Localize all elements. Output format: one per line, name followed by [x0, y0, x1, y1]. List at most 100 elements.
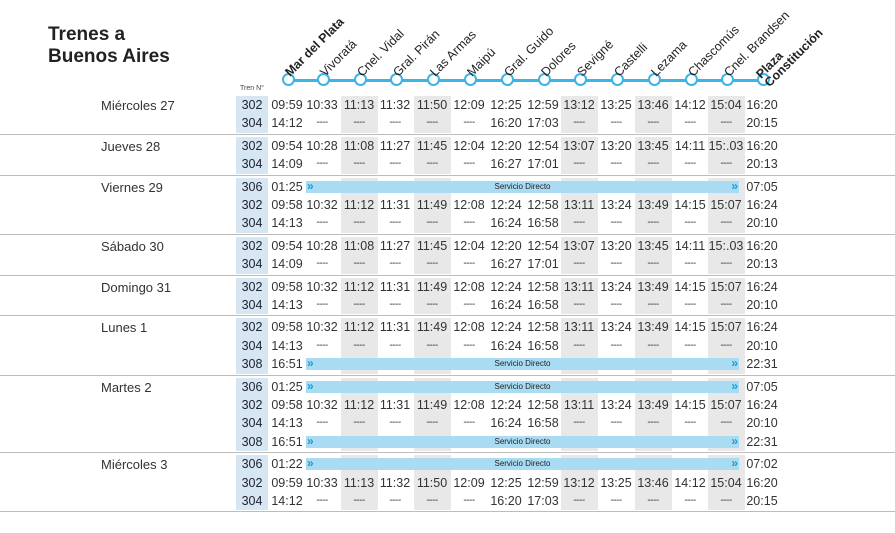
- station-time: ----: [684, 339, 696, 351]
- station-time: ----: [610, 117, 622, 129]
- arrival-time: 07:05: [746, 379, 778, 394]
- station-time: ----: [389, 417, 401, 429]
- departure-time: 01:25: [271, 379, 303, 394]
- station-time: 11:45: [413, 236, 451, 256]
- station-time: 12:59: [527, 98, 559, 112]
- timetable: Miércoles 27 302 09:59 10:33 11:13 11:32 11:50…: [0, 94, 895, 513]
- station-time: 16:24: [490, 216, 522, 231]
- station-dot: [282, 73, 295, 86]
- station-time: 11:31: [379, 397, 411, 412]
- station-time: 12:54: [527, 238, 559, 253]
- direct-service-label: Servicio Directo: [494, 436, 551, 446]
- station-time: 11:45: [413, 136, 451, 156]
- train-number: 302: [236, 318, 268, 337]
- station-time: ----: [316, 417, 328, 429]
- direct-service-bar: » Servicio Directo »: [306, 456, 739, 471]
- departure-time: 01:25: [271, 179, 303, 194]
- station-time: 15:.03: [707, 136, 745, 156]
- station-time: 11:13: [340, 473, 378, 492]
- chevron-right-icon: »: [307, 356, 314, 371]
- station-time: 16:24: [490, 297, 522, 312]
- station-time: ----: [413, 214, 451, 233]
- station-time: 13:24: [600, 320, 632, 335]
- day-block: Viernes 29 306 01:25 » Servicio Directo » 07:0…: [0, 176, 895, 235]
- departure-time: 16:51: [271, 357, 303, 372]
- train-number: 306: [236, 377, 268, 396]
- train-number: 304: [236, 336, 268, 356]
- train-number: 308: [236, 432, 268, 452]
- station-time: 14:12: [674, 98, 706, 112]
- station-time: 13:07: [560, 136, 598, 156]
- station-time: 14:15: [674, 320, 706, 335]
- direct-service-label: Servicio Directo: [494, 459, 551, 469]
- station-time: 12:25: [490, 98, 522, 112]
- station-time: ----: [560, 114, 598, 133]
- station-time: ----: [684, 158, 696, 170]
- station-time: 16:58: [527, 216, 559, 231]
- station-time: ----: [560, 155, 598, 174]
- station-dot: [685, 73, 698, 86]
- station-time: 12:09: [453, 98, 485, 112]
- station-time: ----: [707, 214, 745, 233]
- station-time: 12:24: [490, 320, 522, 335]
- station-time: ----: [340, 114, 378, 133]
- train-row: 304 14:12 ---- ---- ---- ---- ---- 16:20 17:03 --…: [0, 491, 895, 511]
- station-time: 10:33: [306, 475, 338, 490]
- station-dot: [538, 73, 551, 86]
- chevron-right-icon: »: [731, 178, 738, 193]
- station-time: 13:11: [560, 395, 598, 415]
- station-label: Sevigné: [574, 37, 617, 80]
- station-time: 11:12: [340, 318, 378, 337]
- station-time: 11:50: [413, 473, 451, 492]
- departure-time: 09:58: [271, 279, 303, 294]
- station-time: 11:31: [379, 279, 411, 294]
- direct-service-label: Servicio Directo: [494, 381, 551, 391]
- station-label: Lezama: [648, 37, 690, 80]
- station-time: ----: [316, 217, 328, 229]
- direct-service-label: Servicio Directo: [494, 359, 551, 369]
- station-time: 13:11: [560, 318, 598, 337]
- station-time: 13:45: [634, 236, 672, 256]
- station-time: 12:08: [453, 279, 485, 294]
- arrival-time: 16:20: [746, 475, 778, 490]
- station-time: 10:32: [306, 397, 338, 412]
- chevron-right-icon: »: [307, 433, 314, 448]
- station-time: 16:24: [490, 338, 522, 353]
- station-time: 13:07: [560, 236, 598, 256]
- station-time: 12:58: [527, 197, 559, 212]
- station-dot: [757, 73, 770, 86]
- station-time: 14:15: [674, 279, 706, 294]
- departure-time: 09:59: [271, 475, 303, 490]
- station-time: ----: [560, 491, 598, 511]
- station-time: ----: [340, 295, 378, 315]
- train-number: 302: [236, 96, 268, 115]
- arrival-time: 20:15: [746, 493, 778, 508]
- chevron-right-icon: »: [731, 356, 738, 371]
- station-time: ----: [634, 336, 672, 356]
- day-block: Martes 2 306 01:25» Servicio Directo» 07:05 3…: [0, 376, 895, 454]
- arrival-time: 07:05: [746, 179, 778, 194]
- station-dot: [648, 73, 661, 86]
- station-time: 13:49: [634, 195, 672, 215]
- train-number: 304: [236, 414, 268, 433]
- direct-service-bar: » Servicio Directo »: [306, 356, 739, 371]
- station-time: 10:28: [306, 138, 338, 153]
- train-row: 302 09:58 10:32 11:12 11:31 11:49 12:08 12:24 12…: [0, 318, 895, 337]
- station-time: 12:24: [490, 397, 522, 412]
- direct-service-bar: » Servicio Directo »: [306, 178, 739, 193]
- station-time: ----: [684, 298, 696, 310]
- arrival-time: 20:13: [746, 157, 778, 172]
- departure-time: 14:09: [271, 157, 303, 172]
- station-time: ----: [463, 417, 475, 429]
- train-number: 302: [236, 136, 268, 156]
- station-time: 13:12: [560, 96, 598, 115]
- station-time: 11:31: [379, 320, 411, 335]
- station-time: ----: [316, 494, 328, 506]
- station-time: 12:08: [453, 197, 485, 212]
- station-time: ----: [684, 117, 696, 129]
- train-row: 304 14:12 ---- ---- ---- ---- ---- 16:20 17:03 --…: [0, 114, 895, 133]
- train-row: 306 01:25 » Servicio Directo » 07:05: [0, 377, 895, 396]
- arrival-time: 22:31: [746, 357, 778, 372]
- train-row: 304 14:13 ---- ---- ---- ---- ---- 16:24 16:58 --…: [0, 414, 895, 433]
- station-time: 11:13: [340, 96, 378, 115]
